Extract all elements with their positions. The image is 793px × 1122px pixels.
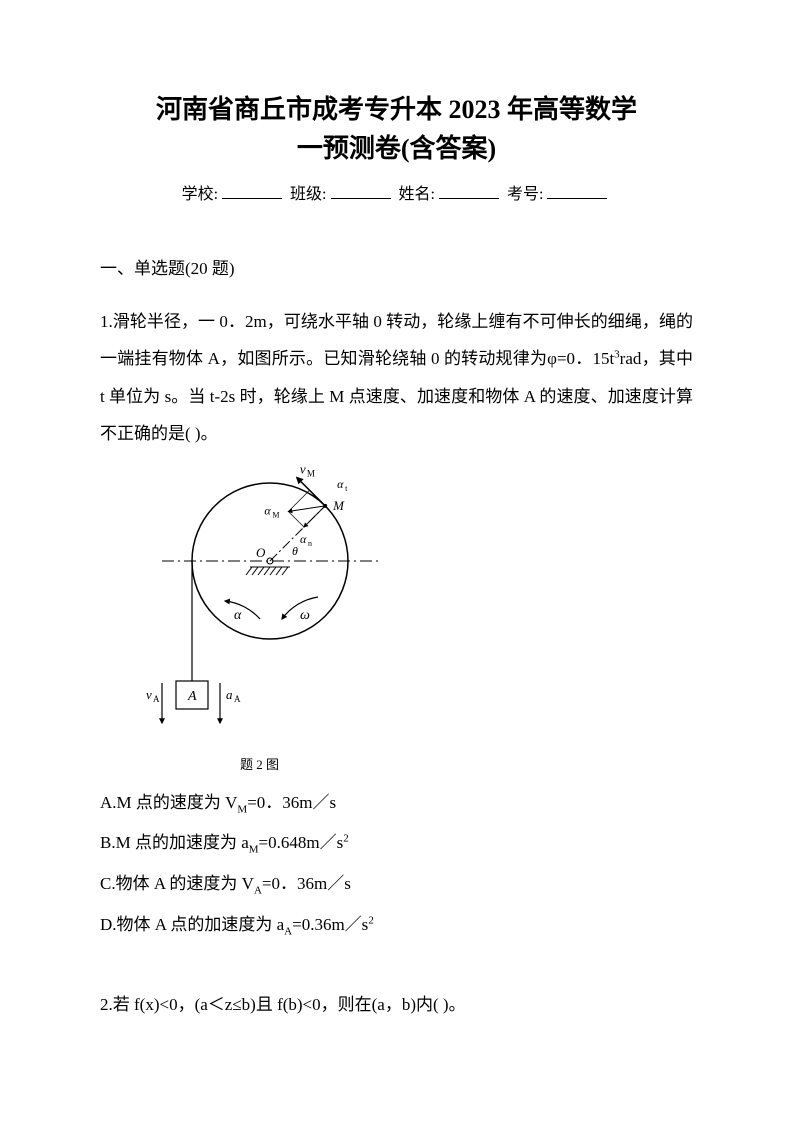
svg-text:θ: θ — [292, 544, 298, 558]
svg-text:n: n — [308, 539, 312, 548]
option-a: A.M 点的速度为 VM=0．36m／s — [100, 783, 693, 824]
svg-text:A: A — [187, 689, 197, 704]
school-blank[interactable] — [222, 183, 282, 199]
svg-text:α: α — [264, 503, 271, 517]
option-c: C.物体 A 的速度为 VA=0．36m／s — [100, 864, 693, 905]
svg-text:v: v — [300, 461, 306, 476]
examno-blank[interactable] — [547, 183, 607, 199]
school-label: 学校: — [182, 186, 218, 203]
svg-text:α: α — [337, 476, 344, 490]
svg-text:t: t — [345, 483, 348, 492]
svg-text:α: α — [300, 532, 307, 546]
examno-label: 考号: — [507, 186, 543, 203]
class-blank[interactable] — [331, 183, 391, 199]
svg-text:M: M — [332, 497, 345, 512]
svg-text:A: A — [153, 694, 160, 704]
svg-text:O: O — [256, 545, 266, 560]
pulley-diagram-svg: OMθvMαnαtαMαωAvAaA — [100, 461, 410, 741]
svg-text:M: M — [272, 510, 279, 519]
title-line-2: 一预测卷(含答案) — [100, 129, 693, 168]
question-1-text: 1.滑轮半径，一 0．2m，可绕水平轴 0 转动，轮缘上缠有不可伸长的细绳，绳的… — [100, 303, 693, 453]
class-label: 班级: — [290, 186, 326, 203]
question-2-text: 2.若 f(x)<0，(a＜z≤b)且 f(b)<0，则在(a，b)内( )。 — [100, 986, 693, 1023]
diagram-caption: 题 2 图 — [240, 754, 693, 773]
svg-text:ω: ω — [300, 608, 310, 623]
svg-text:α: α — [234, 608, 242, 623]
option-b: B.M 点的加速度为 aM=0.648m／s2 — [100, 823, 693, 864]
exam-title: 河南省商丘市成考专升本 2023 年高等数学 一预测卷(含答案) — [100, 90, 693, 168]
svg-text:M: M — [307, 468, 315, 478]
section-1-title: 一、单选题(20 题) — [100, 254, 693, 279]
svg-text:v: v — [146, 687, 152, 702]
name-blank[interactable] — [439, 183, 499, 199]
name-label: 姓名: — [399, 186, 435, 203]
svg-text:a: a — [226, 687, 233, 702]
title-line-1: 河南省商丘市成考专升本 2023 年高等数学 — [100, 90, 693, 129]
question-1-diagram: OMθvMαnαtαMαωAvAaA — [100, 461, 693, 746]
student-info-line: 学校: 班级: 姓名: 考号: — [100, 180, 693, 204]
option-d: D.物体 A 点的加速度为 aA=0.36m／s2 — [100, 905, 693, 946]
svg-text:A: A — [234, 694, 241, 704]
